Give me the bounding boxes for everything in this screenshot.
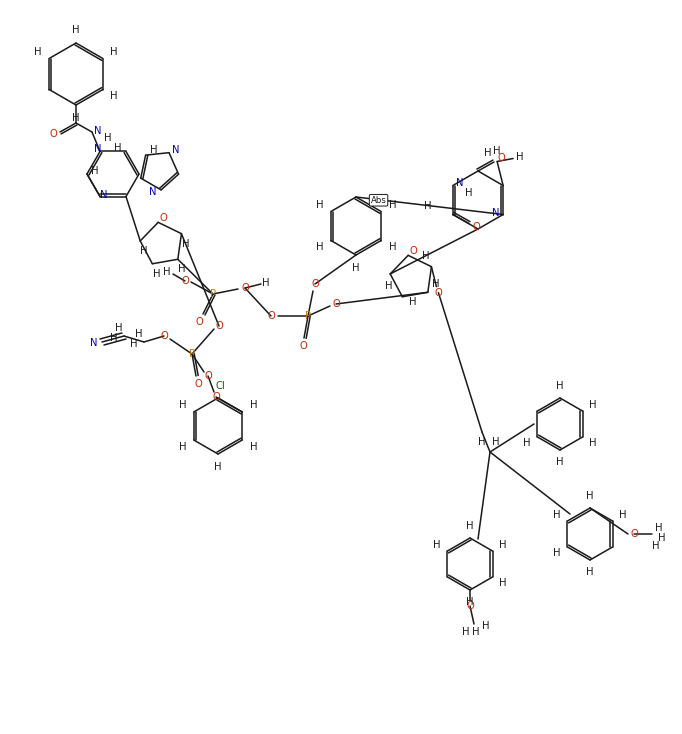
Text: H: H [652, 541, 659, 551]
Text: H: H [72, 113, 80, 123]
Text: H: H [516, 153, 524, 162]
Text: H: H [130, 339, 138, 349]
Text: O: O [332, 299, 340, 309]
Text: H: H [557, 381, 564, 391]
Text: O: O [160, 214, 167, 223]
Text: H: H [352, 263, 359, 273]
Text: H: H [34, 47, 42, 57]
Text: N: N [100, 189, 108, 200]
Text: H: H [250, 401, 257, 410]
Text: H: H [462, 627, 470, 637]
Text: H: H [589, 400, 597, 410]
Text: H: H [499, 578, 507, 588]
Text: O: O [299, 341, 307, 351]
Text: H: H [587, 491, 594, 501]
Text: H: H [389, 200, 396, 210]
Text: O: O [466, 601, 474, 611]
Text: H: H [153, 269, 160, 279]
Text: P: P [210, 289, 216, 299]
Text: H: H [150, 145, 158, 155]
Text: Abs: Abs [370, 196, 387, 205]
Text: H: H [655, 523, 663, 533]
Text: H: H [432, 279, 440, 288]
Text: H: H [72, 25, 80, 35]
Text: H: H [110, 333, 118, 343]
Text: H: H [472, 627, 479, 637]
Text: H: H [482, 621, 490, 631]
Text: H: H [466, 521, 474, 531]
Text: H: H [140, 246, 148, 256]
Text: H: H [499, 540, 507, 550]
Text: N: N [173, 145, 180, 155]
Text: H: H [619, 510, 627, 520]
Text: O: O [212, 392, 220, 402]
Text: H: H [110, 91, 118, 101]
Text: H: H [553, 548, 561, 558]
Text: H: H [316, 242, 323, 252]
Text: O: O [434, 288, 443, 298]
Text: H: H [316, 200, 323, 210]
Text: O: O [49, 129, 57, 139]
Text: O: O [497, 153, 505, 163]
Text: O: O [181, 276, 189, 286]
Text: N: N [94, 145, 102, 154]
Text: H: H [433, 540, 441, 550]
Text: N: N [492, 208, 500, 217]
Text: H: H [181, 239, 189, 249]
Text: H: H [250, 441, 257, 451]
Text: O: O [409, 247, 417, 256]
Text: H: H [493, 145, 501, 156]
Text: H: H [115, 323, 123, 333]
Text: H: H [115, 143, 122, 153]
Text: H: H [263, 278, 270, 288]
Text: H: H [104, 133, 112, 143]
Text: O: O [311, 279, 319, 289]
Text: H: H [422, 251, 430, 261]
Text: Cl: Cl [215, 381, 225, 391]
Text: O: O [267, 311, 275, 321]
Text: H: H [523, 438, 531, 448]
Text: O: O [241, 283, 249, 293]
Text: O: O [194, 379, 202, 389]
Text: H: H [424, 201, 431, 211]
Text: H: H [484, 148, 492, 158]
Text: H: H [179, 401, 186, 410]
Text: H: H [91, 166, 99, 176]
Text: H: H [466, 597, 474, 607]
Text: N: N [90, 338, 98, 348]
Text: H: H [589, 438, 597, 448]
Text: H: H [214, 462, 222, 472]
Text: P: P [189, 349, 195, 359]
Text: O: O [195, 317, 203, 327]
Text: N: N [149, 187, 157, 197]
Text: H: H [465, 189, 473, 198]
Text: H: H [163, 267, 170, 277]
Text: O: O [215, 321, 223, 331]
Text: P: P [305, 311, 311, 321]
Text: H: H [178, 264, 186, 275]
Text: H: H [478, 437, 486, 447]
Text: H: H [553, 510, 561, 520]
Text: H: H [389, 242, 396, 252]
Text: O: O [630, 529, 638, 539]
Text: N: N [456, 178, 464, 189]
Text: H: H [409, 297, 417, 307]
Text: H: H [135, 329, 143, 339]
Text: H: H [110, 47, 118, 57]
Text: H: H [492, 437, 500, 447]
Text: H: H [385, 281, 392, 291]
Text: O: O [204, 371, 212, 381]
Text: H: H [179, 441, 186, 451]
Text: N: N [94, 126, 102, 136]
Text: H: H [557, 457, 564, 467]
Text: H: H [587, 567, 594, 577]
Text: O: O [472, 222, 479, 233]
Text: O: O [160, 331, 168, 341]
Text: H: H [658, 533, 666, 543]
